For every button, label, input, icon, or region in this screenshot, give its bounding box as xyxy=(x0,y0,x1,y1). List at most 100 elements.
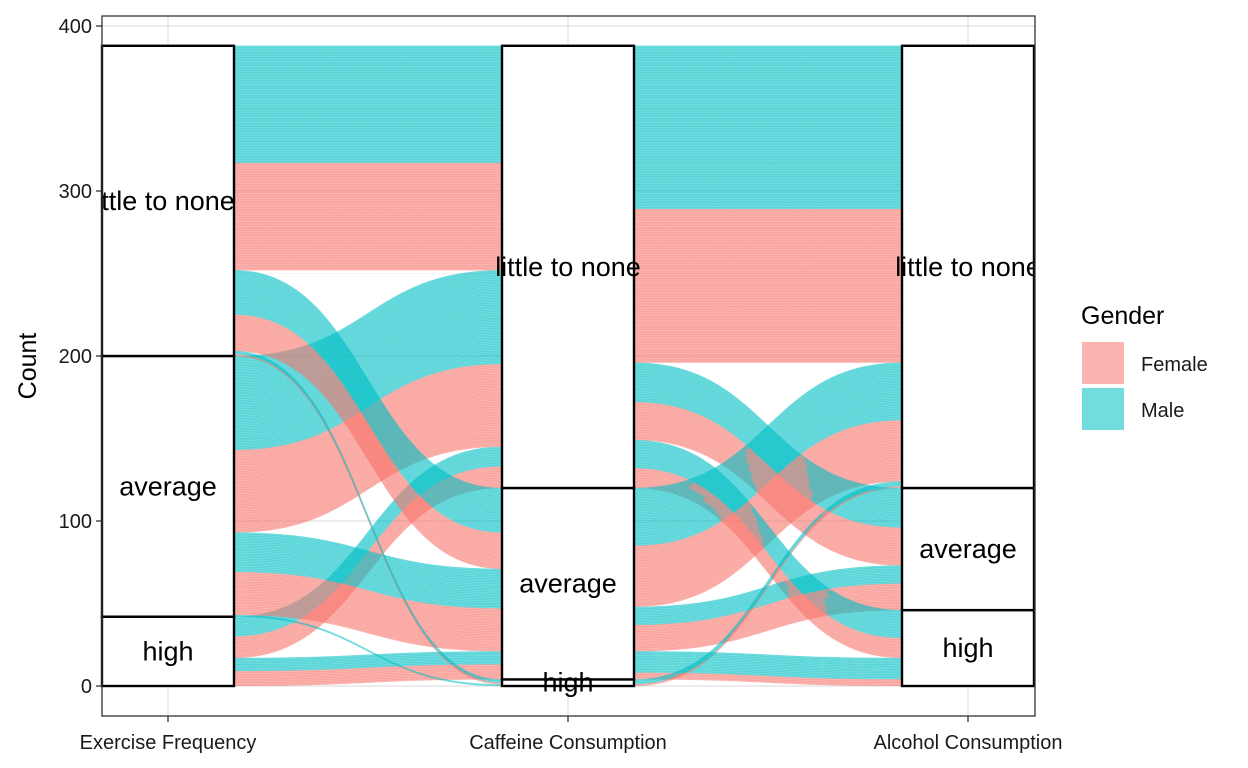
flow-ribbon xyxy=(233,141,503,144)
flow-ribbon xyxy=(233,162,503,165)
flow-ribbon xyxy=(233,238,503,241)
flow-ribbon xyxy=(233,223,503,226)
stratum-box xyxy=(900,486,1036,612)
flow-ribbon xyxy=(633,123,903,126)
legend-key xyxy=(1082,342,1124,384)
flow-ribbon xyxy=(233,65,503,68)
flow-ribbon xyxy=(633,53,903,56)
flow-ribbon xyxy=(633,50,903,53)
flow-ribbon xyxy=(233,190,503,193)
flow-ribbon xyxy=(633,327,903,330)
flow-ribbon xyxy=(633,91,903,94)
flow-ribbon xyxy=(233,207,503,210)
flow-ribbon xyxy=(633,288,903,291)
flow-ribbon xyxy=(633,81,903,84)
flow-ribbon xyxy=(633,90,903,93)
flow-ribbon xyxy=(633,344,903,347)
flow-ribbon xyxy=(633,147,903,150)
flow-ribbon xyxy=(633,200,903,203)
stratum-label: high xyxy=(942,633,993,663)
flow-ribbon xyxy=(633,342,903,345)
flow-ribbon xyxy=(233,260,503,263)
flow-ribbon xyxy=(633,276,903,279)
flow-ribbon xyxy=(233,180,503,183)
flow-ribbon xyxy=(633,180,903,183)
flow-ribbon xyxy=(233,213,503,216)
flow-ribbon xyxy=(633,106,903,109)
y-axis: 0 100 200 300 400 xyxy=(59,16,102,698)
flow-ribbon xyxy=(633,271,903,274)
flow-ribbon xyxy=(633,121,903,124)
flow-ribbon xyxy=(633,48,903,51)
flow-ribbon xyxy=(633,111,903,114)
stratum-box xyxy=(500,486,636,681)
flow-ribbon xyxy=(633,205,903,208)
flow-ribbon xyxy=(233,71,503,75)
flow-ribbon xyxy=(233,100,503,103)
strata xyxy=(100,44,1036,688)
stratum-box xyxy=(500,44,636,490)
flow-ribbon xyxy=(633,73,903,76)
flow-ribbon xyxy=(633,306,903,309)
flow-ribbon xyxy=(633,174,903,177)
flow-ribbon xyxy=(633,296,903,299)
stratum-label: little to none xyxy=(895,252,1041,282)
flow-ribbon xyxy=(633,175,903,179)
flow-ribbon xyxy=(633,256,903,259)
flow-ribbon xyxy=(233,98,503,101)
flow-ribbon xyxy=(633,258,903,261)
flow-ribbon xyxy=(233,194,503,197)
flow-ribbon xyxy=(633,238,903,241)
flow-ribbon xyxy=(633,355,903,358)
flow-ribbon xyxy=(233,60,503,63)
flow-ribbon xyxy=(233,199,503,202)
flow-ribbon xyxy=(233,220,503,223)
flow-ribbon xyxy=(633,137,903,141)
flow-ribbon xyxy=(233,146,503,149)
flow-ribbon xyxy=(633,109,903,113)
flow-ribbon xyxy=(233,73,503,76)
flow-ribbon xyxy=(633,218,903,221)
flow-ribbon xyxy=(633,314,903,317)
flow-ribbon xyxy=(233,151,503,154)
flow-ribbon xyxy=(233,212,503,215)
flow-ribbon xyxy=(633,192,903,195)
flow-ribbon xyxy=(633,45,903,48)
flow-ribbon xyxy=(633,126,903,129)
flow-ribbon xyxy=(233,88,503,91)
flow-ribbon xyxy=(233,184,503,187)
flow-ribbon xyxy=(233,156,503,159)
legend-key xyxy=(1082,388,1124,430)
x-axis: Exercise Frequency Caffeine Consumption Al… xyxy=(80,716,1063,754)
flow-ribbon xyxy=(233,200,503,203)
flow-ribbon xyxy=(233,154,503,157)
flow-ribbon xyxy=(633,108,903,111)
x-tick-label: Exercise Frequency xyxy=(80,732,257,754)
flow-ribbon xyxy=(633,119,903,122)
y-axis-title: Count xyxy=(14,333,42,400)
flow-ribbon xyxy=(633,104,903,108)
flow-ribbon xyxy=(633,98,903,101)
flow-ribbon xyxy=(633,170,903,174)
flow-ribbon xyxy=(233,62,503,65)
flow-ribbon xyxy=(233,172,503,175)
flow-ribbon xyxy=(633,213,903,216)
flow-ribbon xyxy=(633,312,903,315)
flow-ribbon xyxy=(233,161,503,164)
flow-ribbon xyxy=(633,116,903,119)
flow-ribbon xyxy=(233,215,503,218)
stratum-label: little to none xyxy=(495,252,641,282)
flow-ribbon xyxy=(633,317,903,320)
flow-ribbon xyxy=(233,149,503,152)
flow-ribbon xyxy=(633,113,903,116)
flow-ribbon xyxy=(633,151,903,154)
flow-ribbon xyxy=(233,197,503,200)
flow-ribbon xyxy=(233,187,503,190)
flow-ribbon xyxy=(633,223,903,226)
flow-ribbon xyxy=(233,164,503,167)
flow-ribbon xyxy=(233,210,503,213)
flow-ribbon xyxy=(633,293,903,296)
flow-ribbon xyxy=(233,57,503,60)
flow-ribbon xyxy=(233,157,503,160)
flow-ribbon xyxy=(233,218,503,221)
